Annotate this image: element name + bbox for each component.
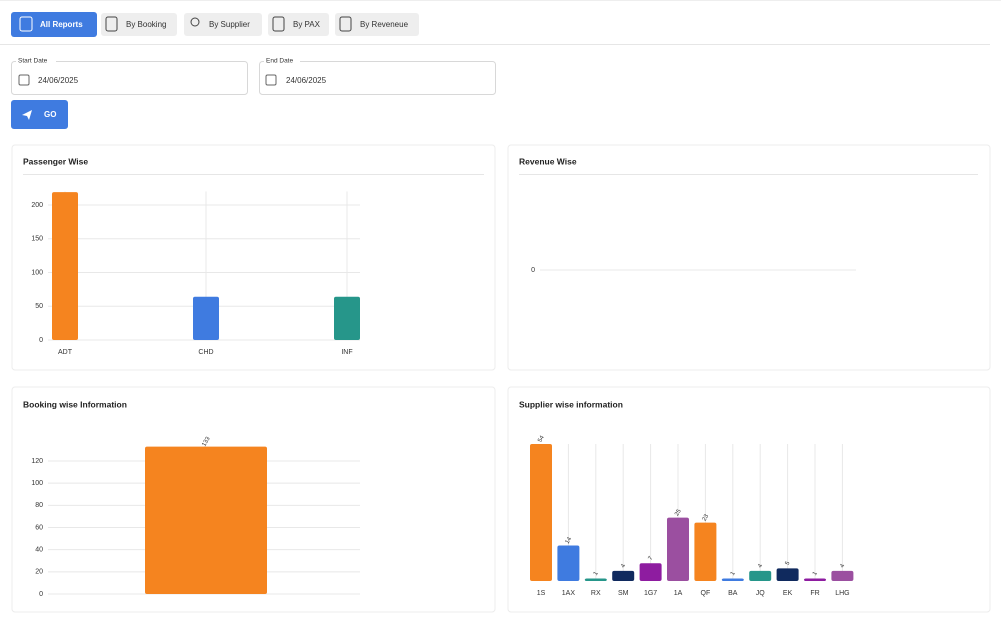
tab-icon bbox=[339, 16, 352, 32]
tab-icon bbox=[105, 16, 118, 32]
bar bbox=[639, 563, 662, 581]
tab-label[interactable]: All Reports bbox=[40, 20, 83, 29]
y-tick-label: 0 bbox=[39, 337, 43, 344]
bar bbox=[145, 446, 267, 594]
bar bbox=[721, 578, 744, 581]
bar bbox=[530, 444, 552, 581]
tab-icon bbox=[190, 17, 200, 27]
chart-title: Passenger Wise bbox=[23, 156, 88, 166]
data-label: 14 bbox=[565, 536, 574, 545]
y-tick-label: 120 bbox=[31, 458, 43, 465]
data-label: 4 bbox=[620, 563, 627, 569]
data-label: 5 bbox=[785, 560, 792, 566]
data-label: 23 bbox=[702, 513, 711, 522]
x-tick-label: EK bbox=[783, 590, 793, 597]
bar bbox=[584, 578, 607, 581]
tab[interactable] bbox=[101, 13, 177, 36]
chart-title: Booking wise Information bbox=[23, 399, 127, 409]
y-tick-label: 80 bbox=[35, 502, 43, 509]
y-tick-label: 60 bbox=[35, 524, 43, 531]
x-tick-label: JQ bbox=[756, 590, 766, 597]
card bbox=[11, 144, 496, 371]
start-date-label: Start Date bbox=[18, 58, 48, 65]
bar bbox=[804, 578, 826, 581]
label-bg bbox=[16, 57, 56, 65]
data-label: 1 bbox=[593, 570, 600, 576]
start-date-field[interactable] bbox=[11, 61, 248, 95]
x-tick-label: FR bbox=[810, 590, 819, 597]
bar bbox=[749, 570, 772, 581]
y-tick-label: 150 bbox=[31, 236, 43, 243]
data-label: 7 bbox=[648, 555, 655, 561]
chart-title: Revenue Wise bbox=[519, 156, 577, 166]
data-label: 54 bbox=[537, 434, 546, 443]
x-tick-label: 1AX bbox=[562, 590, 576, 597]
tab-label[interactable]: By Supplier bbox=[209, 20, 250, 29]
x-tick-label: BA bbox=[728, 590, 738, 597]
x-tick-label: QF bbox=[701, 590, 711, 597]
x-tick-label: 1A bbox=[674, 590, 683, 597]
x-tick-label: 1S bbox=[537, 590, 546, 597]
card bbox=[507, 386, 991, 613]
chart-title: Supplier wise information bbox=[519, 399, 623, 409]
bar bbox=[831, 570, 854, 581]
go-button[interactable] bbox=[11, 100, 68, 129]
data-label: 1 bbox=[730, 570, 737, 576]
tab-label[interactable]: By Reveneue bbox=[360, 20, 409, 29]
y-tick-label: 0 bbox=[531, 267, 535, 274]
bar bbox=[193, 296, 219, 340]
data-label: 1 bbox=[812, 570, 819, 576]
bar bbox=[667, 517, 689, 581]
x-tick-label: INF bbox=[341, 349, 352, 356]
end-date-label: End Date bbox=[266, 58, 293, 65]
tab-label[interactable]: By Booking bbox=[126, 20, 166, 29]
x-tick-label: RX bbox=[591, 590, 601, 597]
start-date-value[interactable]: 24/06/2025 bbox=[38, 76, 79, 85]
bar bbox=[52, 192, 78, 340]
calendar-icon bbox=[18, 74, 30, 86]
x-tick-label: CHD bbox=[198, 349, 213, 356]
tab-label[interactable]: By PAX bbox=[293, 20, 321, 29]
x-tick-label: LHG bbox=[835, 590, 849, 597]
tab-icon bbox=[272, 16, 285, 32]
x-tick-label: ADT bbox=[58, 349, 73, 356]
send-icon bbox=[22, 110, 32, 120]
label-bg bbox=[264, 57, 300, 65]
y-tick-label: 200 bbox=[31, 202, 43, 209]
tab-active[interactable] bbox=[11, 12, 97, 37]
data-label: 4 bbox=[839, 563, 846, 569]
x-tick-label: 1G7 bbox=[644, 590, 657, 597]
tab-icon bbox=[19, 16, 33, 32]
bar bbox=[612, 570, 635, 581]
data-label: 133 bbox=[201, 435, 212, 447]
data-label: 25 bbox=[674, 508, 683, 517]
data-label: 4 bbox=[757, 563, 764, 569]
end-date-value[interactable]: 24/06/2025 bbox=[286, 76, 327, 85]
bar bbox=[694, 522, 717, 581]
card bbox=[507, 144, 991, 371]
y-tick-label: 40 bbox=[35, 547, 43, 554]
y-tick-label: 100 bbox=[31, 269, 43, 276]
end-date-field[interactable] bbox=[259, 61, 496, 95]
tab[interactable] bbox=[335, 13, 419, 36]
calendar-icon bbox=[265, 74, 277, 86]
x-tick-label: SM bbox=[618, 590, 629, 597]
go-button-label[interactable]: GO bbox=[44, 110, 56, 119]
bar bbox=[334, 296, 360, 340]
tab[interactable] bbox=[184, 13, 262, 36]
bar bbox=[557, 545, 580, 581]
bar bbox=[776, 568, 799, 581]
y-tick-label: 100 bbox=[31, 480, 43, 487]
y-tick-label: 20 bbox=[35, 569, 43, 576]
y-tick-label: 50 bbox=[35, 303, 43, 310]
y-tick-label: 0 bbox=[39, 591, 43, 598]
